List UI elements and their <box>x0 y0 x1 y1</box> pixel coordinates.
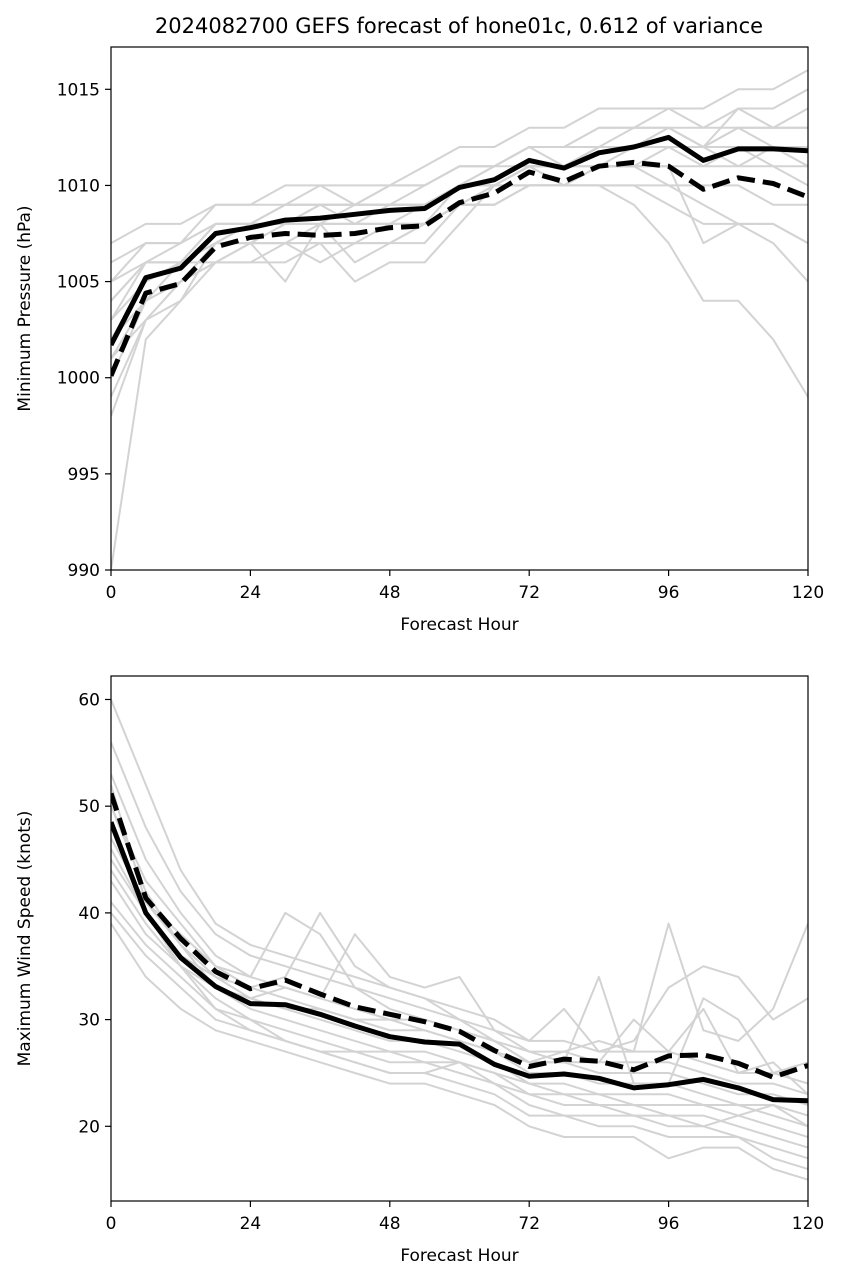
wind-member-line-9 <box>111 912 808 1170</box>
wind-plot-area <box>111 699 808 1181</box>
wind-y-tick-label: 30 <box>78 1011 100 1031</box>
pressure-x-tick-label: 120 <box>792 583 824 603</box>
pressure-member-line-14 <box>111 146 808 340</box>
pressure-y-tick-label: 1010 <box>57 176 100 196</box>
wind-x-tick-label: 72 <box>518 1214 540 1234</box>
wind-member-line-1 <box>111 699 808 1085</box>
wind-member-line-12 <box>111 848 808 1085</box>
pressure-y-tick-label: 1005 <box>57 273 100 293</box>
wind-x-axis-label: Forecast Hour <box>400 1246 518 1266</box>
wind-member-line-10 <box>111 923 808 1181</box>
pressure-y-tick-label: 990 <box>68 561 100 581</box>
wind-x-tick-label: 120 <box>792 1214 824 1234</box>
pressure-x-tick-label: 72 <box>518 583 540 603</box>
wind-member-line-15 <box>111 827 808 1128</box>
wind-x-tick-label: 48 <box>379 1214 401 1234</box>
wind-solid-mean-line <box>111 821 808 1104</box>
wind-y-tick-label: 20 <box>78 1117 100 1137</box>
wind-y-tick-label: 40 <box>78 904 100 924</box>
pressure-x-tick-label: 0 <box>106 583 117 603</box>
wind-panel: 0 24 48 72 96 120 20 30 40 50 60 Forecast Hour Maxim… <box>15 675 824 1266</box>
pressure-y-tick-label: 1015 <box>57 80 100 100</box>
wind-x-tick-label: 0 <box>106 1214 117 1234</box>
wind-y-axis-label: Maximum Wind Speed (knots) <box>15 811 35 1067</box>
wind-dashed-mean-line <box>111 792 808 1080</box>
pressure-panel: 0 24 48 72 96 120 990 995 1000 1005 1010 1015 Foreca… <box>15 46 824 635</box>
pressure-x-tick-label: 48 <box>379 583 401 603</box>
pressure-plot-area <box>111 69 808 570</box>
pressure-axes-frame <box>110 46 809 571</box>
pressure-dashed-mean-line <box>111 159 808 377</box>
pressure-x-tick-label: 24 <box>240 583 262 603</box>
wind-y-tick-label: 60 <box>78 690 100 710</box>
pressure-x-tick-label: 96 <box>658 583 680 603</box>
wind-y-tick-label: 50 <box>78 797 100 817</box>
pressure-x-axis-label: Forecast Hour <box>400 615 518 635</box>
pressure-solid-mean-line <box>111 134 808 347</box>
wind-axes-frame <box>110 675 809 1202</box>
wind-member-line-8 <box>111 901 808 1160</box>
pressure-y-tick-label: 995 <box>68 465 100 485</box>
wind-member-line-5 <box>111 837 808 1128</box>
figure-title: 2024082700 GEFS forecast of hone01c, 0.6… <box>155 14 763 38</box>
pressure-y-axis-label: Minimum Pressure (hPa) <box>15 205 35 411</box>
wind-x-tick-label: 24 <box>240 1214 262 1234</box>
pressure-y-tick-label: 1000 <box>57 369 100 389</box>
wind-x-tick-label: 96 <box>658 1214 680 1234</box>
